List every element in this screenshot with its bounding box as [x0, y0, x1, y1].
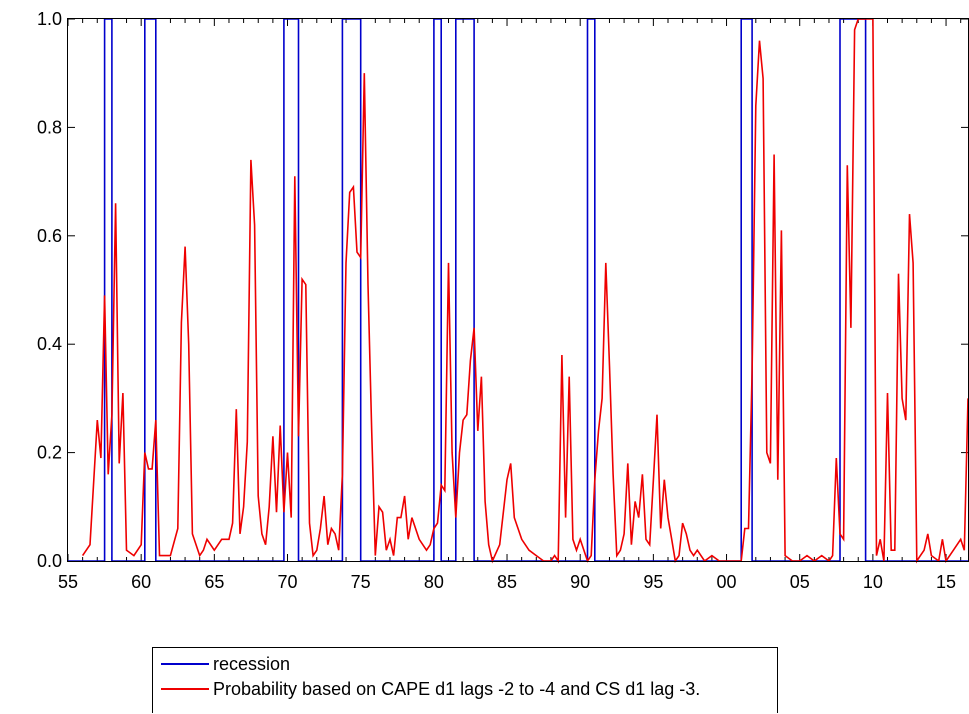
x-tick-label: 80: [424, 572, 444, 592]
series-line-probability: [81, 18, 969, 564]
series-line-recession: [68, 18, 968, 562]
y-tick-label: 0.6: [37, 226, 62, 246]
y-axis-tick-labels: 0.0 0.2 0.4 0.6 0.8 1.0: [37, 9, 62, 571]
y-tick-label: 0.4: [37, 334, 62, 354]
legend-swatch-recession: [161, 663, 209, 665]
x-tick-label: 60: [131, 572, 151, 592]
legend-swatch-probability: [161, 688, 209, 690]
x-tick-label: 70: [277, 572, 297, 592]
x-tick-label: 05: [790, 572, 810, 592]
legend-label-recession: recession: [213, 653, 291, 674]
y-tick-label: 1.0: [37, 9, 62, 29]
y-tick-label: 0.2: [37, 443, 62, 463]
series-layer: [68, 18, 969, 564]
plot-frame: [67, 18, 969, 562]
y-tick-label: 0.0: [37, 551, 62, 571]
x-tick-label: 00: [717, 572, 737, 592]
x-tick-label: 95: [643, 572, 663, 592]
x-axis-tick-labels: 55 60 65 70 75 80 85 90 95 00 05 10 15: [58, 572, 956, 592]
legend-item-probability: Probability based on CAPE d1 lags -2 to …: [161, 677, 700, 701]
legend-item-recession: recession: [161, 652, 290, 676]
x-tick-label: 65: [204, 572, 224, 592]
x-tick-label: 10: [863, 572, 883, 592]
x-tick-label: 75: [351, 572, 371, 592]
x-tick-label: 55: [58, 572, 78, 592]
y-tick-label: 0.8: [37, 117, 62, 137]
x-tick-label: 15: [936, 572, 956, 592]
legend-label-probability: Probability based on CAPE d1 lags -2 to …: [213, 678, 701, 699]
legend: recession Probability based on CAPE d1 l…: [152, 647, 778, 713]
axis-ticks: [67, 18, 968, 562]
x-tick-label: 85: [497, 572, 517, 592]
x-tick-label: 90: [570, 572, 590, 592]
